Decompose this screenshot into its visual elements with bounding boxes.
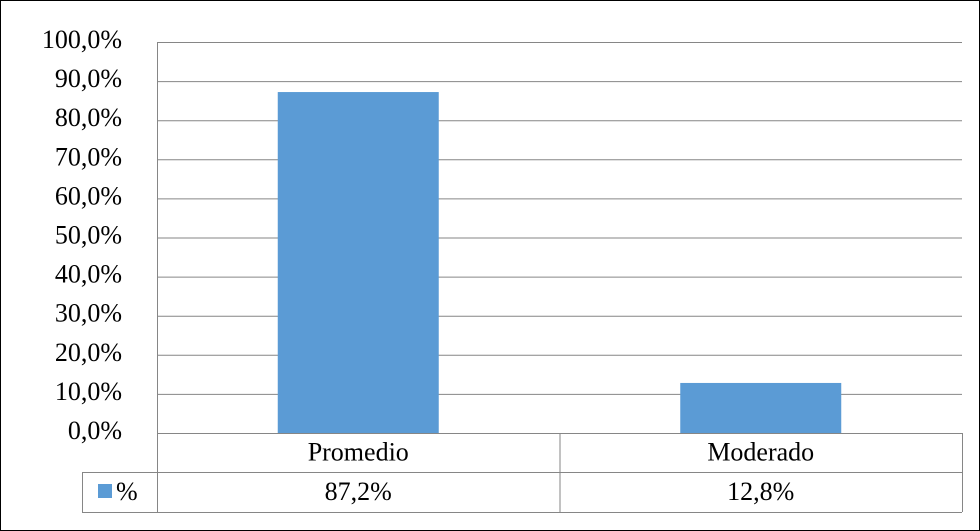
y-tick-label: 70,0% <box>55 142 122 171</box>
category-label: Moderado <box>707 437 814 466</box>
y-tick-label: 30,0% <box>55 299 122 328</box>
bar <box>680 382 842 433</box>
y-tick-label: 80,0% <box>55 103 122 132</box>
bar <box>277 92 439 433</box>
y-tick-label: 20,0% <box>55 338 122 367</box>
y-tick-label: 50,0% <box>55 220 122 249</box>
y-tick-label: 100,0% <box>42 25 122 54</box>
category-label: Promedio <box>308 437 409 466</box>
y-tick-label: 40,0% <box>55 260 122 289</box>
y-tick-label: 0,0% <box>68 416 122 445</box>
table-value: 87,2% <box>325 477 392 506</box>
table-value: 12,8% <box>727 477 794 506</box>
y-tick-label: 60,0% <box>55 181 122 210</box>
legend-swatch <box>98 484 112 498</box>
y-tick-label: 90,0% <box>55 64 122 93</box>
y-tick-label: 10,0% <box>55 377 122 406</box>
legend-label: % <box>116 477 138 506</box>
